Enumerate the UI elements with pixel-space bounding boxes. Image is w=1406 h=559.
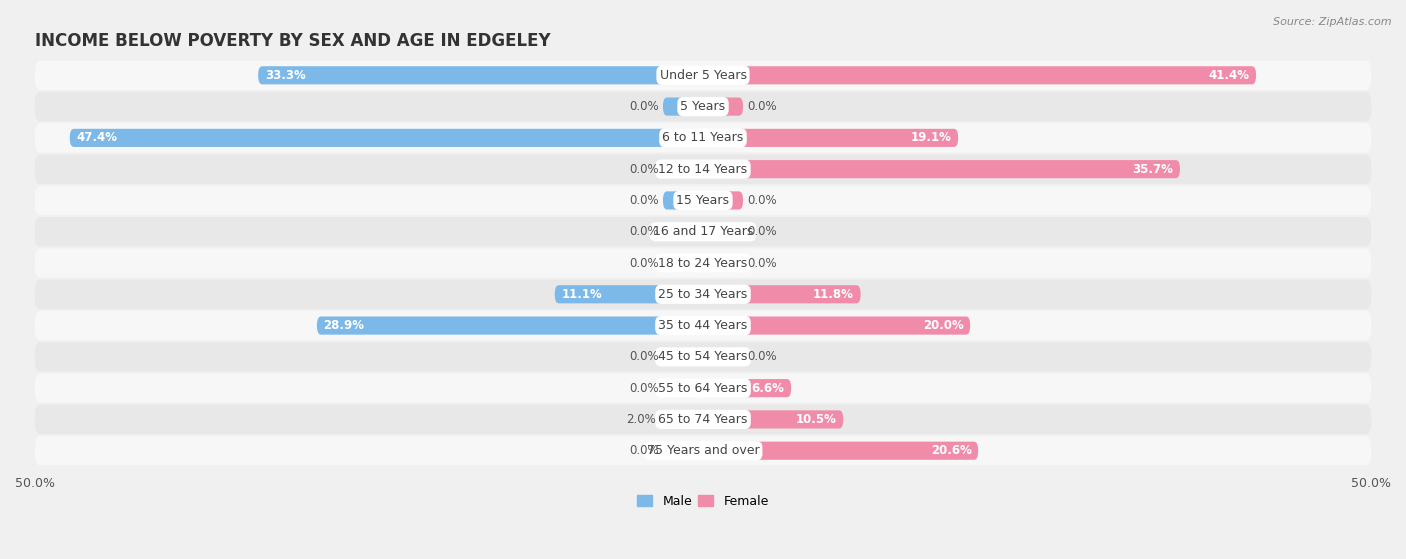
FancyBboxPatch shape [259,66,703,84]
FancyBboxPatch shape [662,160,703,178]
Text: 11.8%: 11.8% [813,288,853,301]
FancyBboxPatch shape [35,186,1371,215]
FancyBboxPatch shape [662,410,703,429]
Text: 6 to 11 Years: 6 to 11 Years [662,131,744,144]
Text: 0.0%: 0.0% [630,194,659,207]
Text: 12 to 14 Years: 12 to 14 Years [658,163,748,176]
Text: 0.0%: 0.0% [747,194,776,207]
Text: 35 to 44 Years: 35 to 44 Years [658,319,748,332]
Text: 11.1%: 11.1% [561,288,602,301]
FancyBboxPatch shape [662,379,703,397]
FancyBboxPatch shape [703,442,979,459]
FancyBboxPatch shape [703,348,744,366]
FancyBboxPatch shape [555,285,703,304]
Text: 65 to 74 Years: 65 to 74 Years [658,413,748,426]
FancyBboxPatch shape [35,342,1371,372]
Text: 41.4%: 41.4% [1208,69,1250,82]
Text: 55 to 64 Years: 55 to 64 Years [658,382,748,395]
Text: Source: ZipAtlas.com: Source: ZipAtlas.com [1274,17,1392,27]
Text: 75 Years and over: 75 Years and over [647,444,759,457]
Text: 35.7%: 35.7% [1132,163,1173,176]
FancyBboxPatch shape [35,436,1371,466]
Text: 18 to 24 Years: 18 to 24 Years [658,257,748,269]
FancyBboxPatch shape [35,280,1371,309]
FancyBboxPatch shape [316,316,703,335]
Text: 0.0%: 0.0% [630,257,659,269]
Text: 0.0%: 0.0% [630,225,659,238]
Text: 2.0%: 2.0% [627,413,657,426]
Text: 0.0%: 0.0% [630,444,659,457]
Text: 19.1%: 19.1% [911,131,952,144]
Text: 0.0%: 0.0% [630,100,659,113]
FancyBboxPatch shape [703,160,1180,178]
FancyBboxPatch shape [662,254,703,272]
FancyBboxPatch shape [35,154,1371,184]
Text: 20.6%: 20.6% [931,444,972,457]
Text: 20.0%: 20.0% [922,319,963,332]
Text: 25 to 34 Years: 25 to 34 Years [658,288,748,301]
FancyBboxPatch shape [35,123,1371,153]
FancyBboxPatch shape [35,405,1371,434]
FancyBboxPatch shape [662,191,703,210]
FancyBboxPatch shape [35,217,1371,247]
Text: 0.0%: 0.0% [747,257,776,269]
FancyBboxPatch shape [703,129,957,147]
FancyBboxPatch shape [662,442,703,459]
FancyBboxPatch shape [703,66,1256,84]
FancyBboxPatch shape [70,129,703,147]
FancyBboxPatch shape [703,379,792,397]
FancyBboxPatch shape [703,97,744,116]
Text: 15 Years: 15 Years [676,194,730,207]
FancyBboxPatch shape [703,285,860,304]
FancyBboxPatch shape [662,348,703,366]
Text: 6.6%: 6.6% [752,382,785,395]
FancyBboxPatch shape [703,316,970,335]
FancyBboxPatch shape [35,248,1371,278]
FancyBboxPatch shape [35,373,1371,403]
Text: 16 and 17 Years: 16 and 17 Years [652,225,754,238]
Text: Under 5 Years: Under 5 Years [659,69,747,82]
Text: 5 Years: 5 Years [681,100,725,113]
Text: 0.0%: 0.0% [747,225,776,238]
Text: 0.0%: 0.0% [747,100,776,113]
Text: 47.4%: 47.4% [76,131,118,144]
Text: 0.0%: 0.0% [747,350,776,363]
Text: 0.0%: 0.0% [630,382,659,395]
FancyBboxPatch shape [703,410,844,429]
FancyBboxPatch shape [662,222,703,241]
Legend: Male, Female: Male, Female [633,490,773,513]
FancyBboxPatch shape [703,191,744,210]
Text: 10.5%: 10.5% [796,413,837,426]
FancyBboxPatch shape [703,254,744,272]
FancyBboxPatch shape [703,222,744,241]
Text: 28.9%: 28.9% [323,319,364,332]
FancyBboxPatch shape [35,92,1371,121]
FancyBboxPatch shape [35,311,1371,340]
Text: 0.0%: 0.0% [630,163,659,176]
Text: 45 to 54 Years: 45 to 54 Years [658,350,748,363]
Text: 33.3%: 33.3% [264,69,305,82]
Text: 0.0%: 0.0% [630,350,659,363]
FancyBboxPatch shape [662,97,703,116]
FancyBboxPatch shape [35,60,1371,90]
Text: INCOME BELOW POVERTY BY SEX AND AGE IN EDGELEY: INCOME BELOW POVERTY BY SEX AND AGE IN E… [35,32,551,50]
